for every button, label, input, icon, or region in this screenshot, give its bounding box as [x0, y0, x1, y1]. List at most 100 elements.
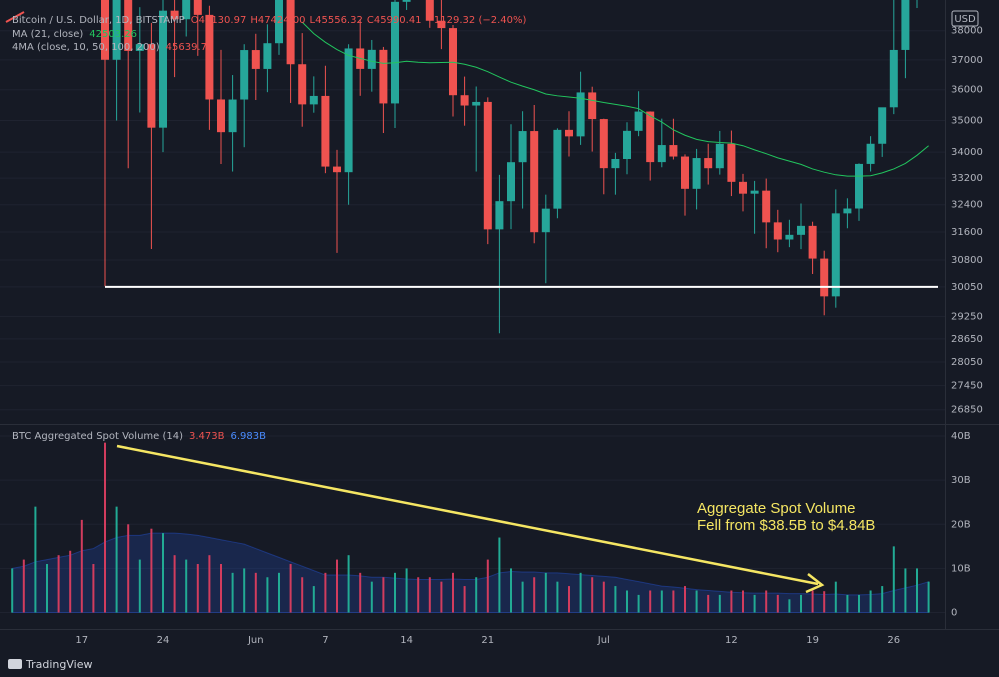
volume-bar — [498, 537, 501, 613]
indicator-value: 45639.79 — [166, 42, 214, 53]
candle-body — [808, 225, 817, 259]
x-tick-label: 19 — [806, 635, 819, 646]
candle-body — [715, 143, 724, 169]
volume-bar — [556, 581, 559, 613]
candle-body — [205, 14, 214, 100]
volume-bar — [138, 559, 141, 613]
candle-body — [750, 190, 759, 194]
volume-bar — [637, 594, 640, 613]
candle-body — [391, 1, 399, 104]
candle-body — [576, 92, 585, 137]
x-tick-label: Jun — [247, 635, 264, 646]
volume-bar — [823, 591, 826, 613]
volume-bar — [220, 564, 222, 613]
candle-body — [472, 101, 481, 106]
candle-body — [681, 156, 689, 189]
volume-bar — [475, 577, 478, 613]
candle-body — [507, 162, 515, 202]
volume-ma-value: 6.983B — [231, 431, 267, 442]
ohlc: C45990.41 — [367, 15, 422, 26]
y-tick-label: 28650 — [951, 334, 983, 345]
volume-bar — [730, 590, 733, 613]
volume-bar — [626, 590, 628, 613]
indicator-legend: MA (21, close) 42503.26 — [12, 29, 137, 40]
candle-body — [275, 0, 283, 44]
y-tick-label: 27450 — [951, 381, 983, 392]
candle-body — [646, 111, 655, 163]
volume-bar — [695, 590, 698, 613]
y-tick-label: 28050 — [951, 357, 983, 368]
candle-body — [762, 190, 771, 223]
volume-bar — [104, 442, 106, 613]
candle-body — [878, 107, 887, 144]
volume-value: 3.473B — [189, 431, 225, 442]
volume-bar — [753, 594, 756, 613]
ohlc: H47424.00 — [250, 15, 305, 26]
candle-body — [692, 158, 701, 189]
candle-body — [449, 28, 457, 96]
candle-body — [843, 208, 852, 214]
indicator-legend: 4MA (close, 10, 50, 100, 200) 45639.79 — [12, 42, 213, 53]
y-tick-label: 35000 — [951, 115, 983, 126]
x-tick-label: 14 — [400, 635, 413, 646]
ohlc: O45130.97 — [191, 15, 247, 26]
x-tick-label: Jul — [597, 635, 610, 646]
candle-body — [623, 130, 631, 159]
candle-body — [159, 10, 167, 128]
volume-bar — [208, 555, 211, 613]
volume-bar — [254, 572, 257, 613]
volume-bar — [776, 594, 779, 613]
volume-bar — [80, 519, 83, 613]
volume-bar — [510, 568, 512, 613]
candle-body — [217, 99, 225, 133]
volume-bar — [196, 564, 199, 613]
arrow-head — [805, 573, 825, 594]
indicator-name: MA (21, close) — [12, 29, 83, 40]
candle-body — [425, 0, 434, 21]
volume-bar — [312, 586, 315, 613]
candle-body — [321, 95, 330, 167]
candle-body — [495, 201, 504, 230]
axes: 38000 37000 36000 35000 34000 33200 32400 31600… — [75, 26, 982, 646]
y-tick-label: 30800 — [951, 255, 983, 266]
currency-box[interactable] — [951, 10, 979, 27]
candle-body — [773, 222, 782, 240]
y-tick-label: 31600 — [951, 227, 983, 238]
candle-body — [437, 20, 446, 29]
volume-pane — [11, 442, 930, 614]
ohlc: −1129.32 (−2.40%) — [426, 15, 527, 26]
candle-body — [124, 0, 133, 51]
volume-bar — [614, 586, 617, 613]
volume-bar — [301, 577, 304, 613]
candle-body — [286, 0, 295, 65]
volume-bar — [405, 568, 408, 613]
x-tick-label: 24 — [157, 635, 170, 646]
indicator-name: 4MA (close, 10, 50, 100, 200) — [12, 42, 160, 53]
volume-bar — [115, 506, 118, 613]
candle-body — [901, 0, 910, 50]
volume-bar — [359, 572, 362, 613]
candle-body — [182, 0, 191, 20]
candle-body — [228, 99, 237, 133]
volume-bar — [742, 590, 744, 613]
volume-bar — [173, 555, 176, 613]
candle-body — [298, 64, 307, 105]
volume-bar — [370, 581, 373, 613]
currency[interactable]: USD — [954, 14, 976, 25]
y-tick-label: 40B — [951, 431, 971, 442]
volume-bar — [266, 577, 269, 613]
candle-body — [657, 145, 666, 163]
volume-bar — [34, 506, 37, 613]
y-tick-label: 37000 — [951, 55, 983, 66]
candle-body — [367, 49, 376, 69]
volume-bar — [185, 559, 188, 613]
volume-bar — [394, 572, 396, 613]
candle-body — [193, 0, 202, 15]
volume-bar — [521, 581, 524, 613]
volume-bar — [904, 568, 907, 613]
volume-bar — [684, 586, 686, 613]
candle-body — [634, 111, 643, 131]
volume-bar — [660, 590, 663, 613]
volume-bar — [649, 590, 652, 613]
